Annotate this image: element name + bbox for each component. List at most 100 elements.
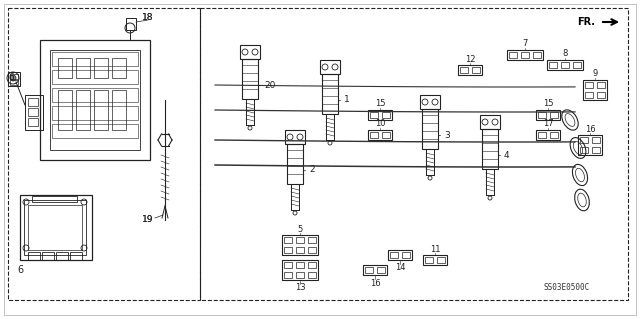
- Bar: [521, 52, 529, 58]
- Bar: [58, 90, 72, 130]
- Bar: [597, 82, 605, 88]
- Bar: [550, 132, 558, 138]
- Bar: [8, 8, 200, 300]
- Bar: [112, 58, 126, 78]
- Text: 1: 1: [344, 95, 349, 105]
- Text: 20: 20: [264, 80, 275, 90]
- Bar: [382, 132, 390, 138]
- Bar: [40, 40, 150, 160]
- Text: 8: 8: [563, 49, 568, 58]
- Bar: [482, 129, 498, 169]
- Bar: [28, 205, 82, 250]
- Bar: [94, 90, 108, 130]
- Bar: [240, 45, 260, 59]
- Text: 2: 2: [309, 166, 315, 174]
- Bar: [52, 52, 138, 66]
- Bar: [377, 267, 385, 273]
- Text: 14: 14: [395, 263, 405, 272]
- Bar: [287, 144, 303, 184]
- Bar: [382, 112, 390, 118]
- Bar: [284, 237, 292, 243]
- Text: 15: 15: [543, 100, 553, 108]
- Bar: [28, 98, 38, 106]
- Bar: [32, 196, 77, 202]
- Text: 9: 9: [593, 70, 598, 78]
- Text: 10: 10: [375, 120, 385, 129]
- Bar: [423, 255, 447, 265]
- Bar: [296, 272, 304, 278]
- Text: 18: 18: [142, 13, 154, 23]
- Bar: [52, 88, 138, 102]
- Bar: [561, 62, 569, 68]
- Bar: [8, 72, 20, 86]
- Bar: [402, 252, 410, 258]
- Bar: [480, 115, 500, 129]
- Bar: [363, 265, 387, 275]
- Bar: [370, 112, 378, 118]
- Bar: [585, 82, 593, 88]
- Bar: [422, 109, 438, 149]
- Bar: [420, 95, 440, 109]
- Bar: [56, 252, 68, 260]
- Bar: [200, 8, 628, 300]
- Bar: [308, 272, 316, 278]
- Bar: [320, 60, 340, 74]
- Circle shape: [10, 75, 16, 81]
- Bar: [578, 135, 602, 155]
- Bar: [28, 118, 38, 126]
- Bar: [28, 108, 38, 116]
- Bar: [507, 50, 543, 60]
- Text: 6: 6: [17, 265, 23, 275]
- Text: 13: 13: [294, 284, 305, 293]
- Bar: [592, 147, 600, 153]
- Bar: [549, 62, 557, 68]
- Bar: [76, 58, 90, 78]
- Bar: [458, 65, 482, 75]
- Text: 5: 5: [298, 225, 303, 234]
- Bar: [538, 132, 546, 138]
- Bar: [296, 262, 304, 268]
- Text: FR.: FR.: [577, 17, 595, 27]
- Bar: [282, 235, 318, 255]
- Bar: [42, 252, 54, 260]
- Bar: [70, 252, 82, 260]
- Bar: [322, 74, 338, 114]
- Bar: [536, 130, 560, 140]
- Bar: [126, 18, 136, 30]
- Bar: [284, 262, 292, 268]
- Bar: [308, 262, 316, 268]
- Text: 7: 7: [522, 40, 528, 48]
- Bar: [472, 67, 480, 73]
- Text: 12: 12: [465, 55, 476, 63]
- Bar: [10, 80, 18, 85]
- Bar: [50, 50, 140, 150]
- Bar: [308, 237, 316, 243]
- Bar: [242, 59, 258, 99]
- Bar: [550, 112, 558, 118]
- Bar: [282, 260, 318, 280]
- Bar: [585, 92, 593, 98]
- Bar: [580, 147, 588, 153]
- Bar: [370, 132, 378, 138]
- Bar: [597, 92, 605, 98]
- Bar: [24, 200, 86, 255]
- Bar: [284, 272, 292, 278]
- Bar: [390, 252, 398, 258]
- Bar: [284, 247, 292, 253]
- Bar: [94, 58, 108, 78]
- Bar: [573, 62, 581, 68]
- Bar: [547, 60, 583, 70]
- Text: 11: 11: [429, 244, 440, 254]
- Bar: [296, 247, 304, 253]
- Bar: [425, 257, 433, 263]
- Bar: [25, 95, 43, 130]
- Text: 3: 3: [444, 130, 450, 139]
- Bar: [58, 58, 72, 78]
- Bar: [296, 237, 304, 243]
- Bar: [308, 247, 316, 253]
- Text: 17: 17: [543, 120, 554, 129]
- Bar: [437, 257, 445, 263]
- Text: 6: 6: [8, 73, 14, 83]
- Text: 19: 19: [142, 216, 154, 225]
- Bar: [533, 52, 541, 58]
